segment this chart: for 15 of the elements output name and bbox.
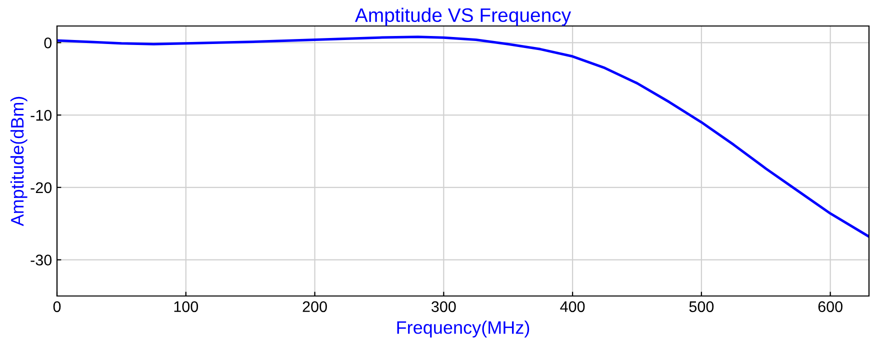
x-tick-label: 500 [689,301,714,312]
y-tick-label: -10 [30,110,52,121]
x-tick-label: 0 [53,301,61,312]
y-tick-label: -20 [30,182,52,194]
y-tick-label: 0 [44,38,52,48]
x-tick-label: 600 [818,301,842,312]
x-tick-label: 200 [302,301,327,312]
x-tick-label: 100 [174,301,198,312]
x-tick-label: 400 [560,301,585,312]
y-axis-title: Amptitude(dBm) [10,96,28,226]
line-series [57,36,869,238]
y-tick-label: -30 [30,254,52,266]
x-axis-title: Frequency(MHz) [397,320,530,338]
chart-title: Amptitude VS Frequency [354,8,572,26]
x-tick-label: 300 [432,301,456,312]
